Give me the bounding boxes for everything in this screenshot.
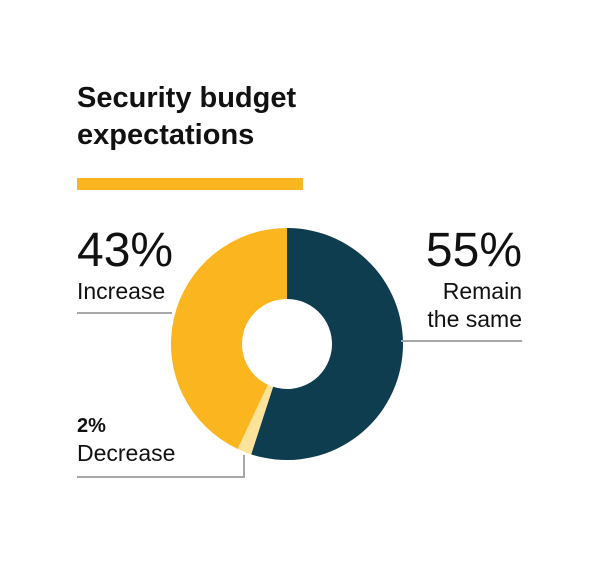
slice-label-decrease: Decrease: [77, 440, 175, 466]
slice-percent-increase: 43%: [77, 224, 173, 277]
slice-label-remain-line2: the same: [427, 306, 522, 332]
leader-line-decrease: [77, 455, 245, 478]
slice-label-increase: Increase: [77, 278, 165, 304]
slice-label-remain-line1: Remain: [443, 278, 522, 304]
slice-percent-remain: 55%: [426, 224, 522, 277]
title-accent-bar: [77, 178, 303, 190]
chart-title: Security budget expectations: [77, 82, 297, 151]
slice-decrease: [237, 384, 274, 455]
slice-increase: [171, 228, 287, 449]
slice-remain-the-same: [251, 228, 404, 460]
slice-percent-decrease: 2%: [77, 415, 106, 437]
